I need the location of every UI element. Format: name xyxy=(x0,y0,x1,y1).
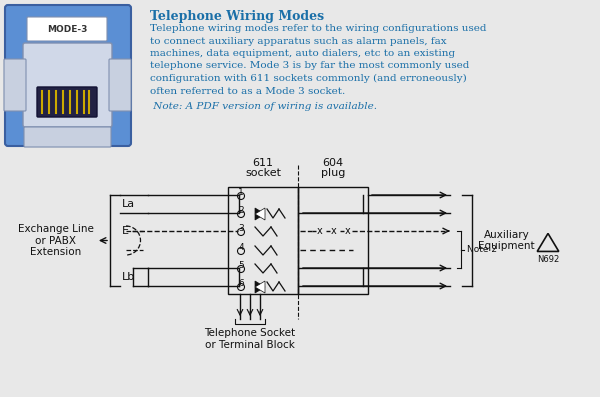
Text: x: x xyxy=(345,226,351,236)
Polygon shape xyxy=(255,208,265,220)
Polygon shape xyxy=(255,208,265,220)
Text: 611: 611 xyxy=(253,158,274,168)
Text: telephone service. Mode 3 is by far the most commonly used: telephone service. Mode 3 is by far the … xyxy=(150,62,469,71)
Text: 3: 3 xyxy=(238,224,244,233)
FancyBboxPatch shape xyxy=(24,127,111,147)
FancyBboxPatch shape xyxy=(23,43,112,127)
Polygon shape xyxy=(255,281,265,293)
Text: 1: 1 xyxy=(238,188,244,197)
Text: to connect auxiliary apparatus such as alarm panels, fax: to connect auxiliary apparatus such as a… xyxy=(150,37,446,46)
Polygon shape xyxy=(255,281,265,293)
Text: MODE-3: MODE-3 xyxy=(47,25,87,35)
FancyBboxPatch shape xyxy=(5,5,131,146)
Text: Telephone Wiring Modes: Telephone Wiring Modes xyxy=(150,10,324,23)
FancyBboxPatch shape xyxy=(37,87,97,117)
Text: 4: 4 xyxy=(238,243,244,252)
FancyBboxPatch shape xyxy=(109,59,131,111)
Text: Note: A PDF version of wiring is available.: Note: A PDF version of wiring is availab… xyxy=(150,102,377,111)
FancyBboxPatch shape xyxy=(4,59,26,111)
Text: N692: N692 xyxy=(537,255,559,264)
Text: Telephone wiring modes refer to the wiring configurations used: Telephone wiring modes refer to the wiri… xyxy=(150,24,487,33)
Text: Exchange Line
or PABX
Extension: Exchange Line or PABX Extension xyxy=(18,224,94,257)
Text: x: x xyxy=(331,226,337,236)
Text: configuration with 611 sockets commonly (and erroneously): configuration with 611 sockets commonly … xyxy=(150,74,467,83)
Text: x: x xyxy=(317,226,323,236)
Text: Telephone Socket
or Terminal Block: Telephone Socket or Terminal Block xyxy=(205,328,296,350)
Text: E: E xyxy=(122,226,129,236)
Text: plug: plug xyxy=(321,168,345,178)
Text: 5: 5 xyxy=(238,261,244,270)
Text: 2: 2 xyxy=(238,206,244,215)
Text: 6: 6 xyxy=(238,279,244,288)
Text: Auxiliary
Equipment: Auxiliary Equipment xyxy=(478,230,535,251)
Text: 604: 604 xyxy=(322,158,344,168)
Text: socket: socket xyxy=(245,168,281,178)
Text: machines, data equipment, auto dialers, etc to an existing: machines, data equipment, auto dialers, … xyxy=(150,49,455,58)
Text: Note 2: Note 2 xyxy=(467,245,497,254)
Text: often referred to as a Mode 3 socket.: often referred to as a Mode 3 socket. xyxy=(150,87,345,96)
FancyBboxPatch shape xyxy=(27,17,107,41)
Text: La: La xyxy=(122,199,135,209)
Text: Lb: Lb xyxy=(122,272,135,282)
